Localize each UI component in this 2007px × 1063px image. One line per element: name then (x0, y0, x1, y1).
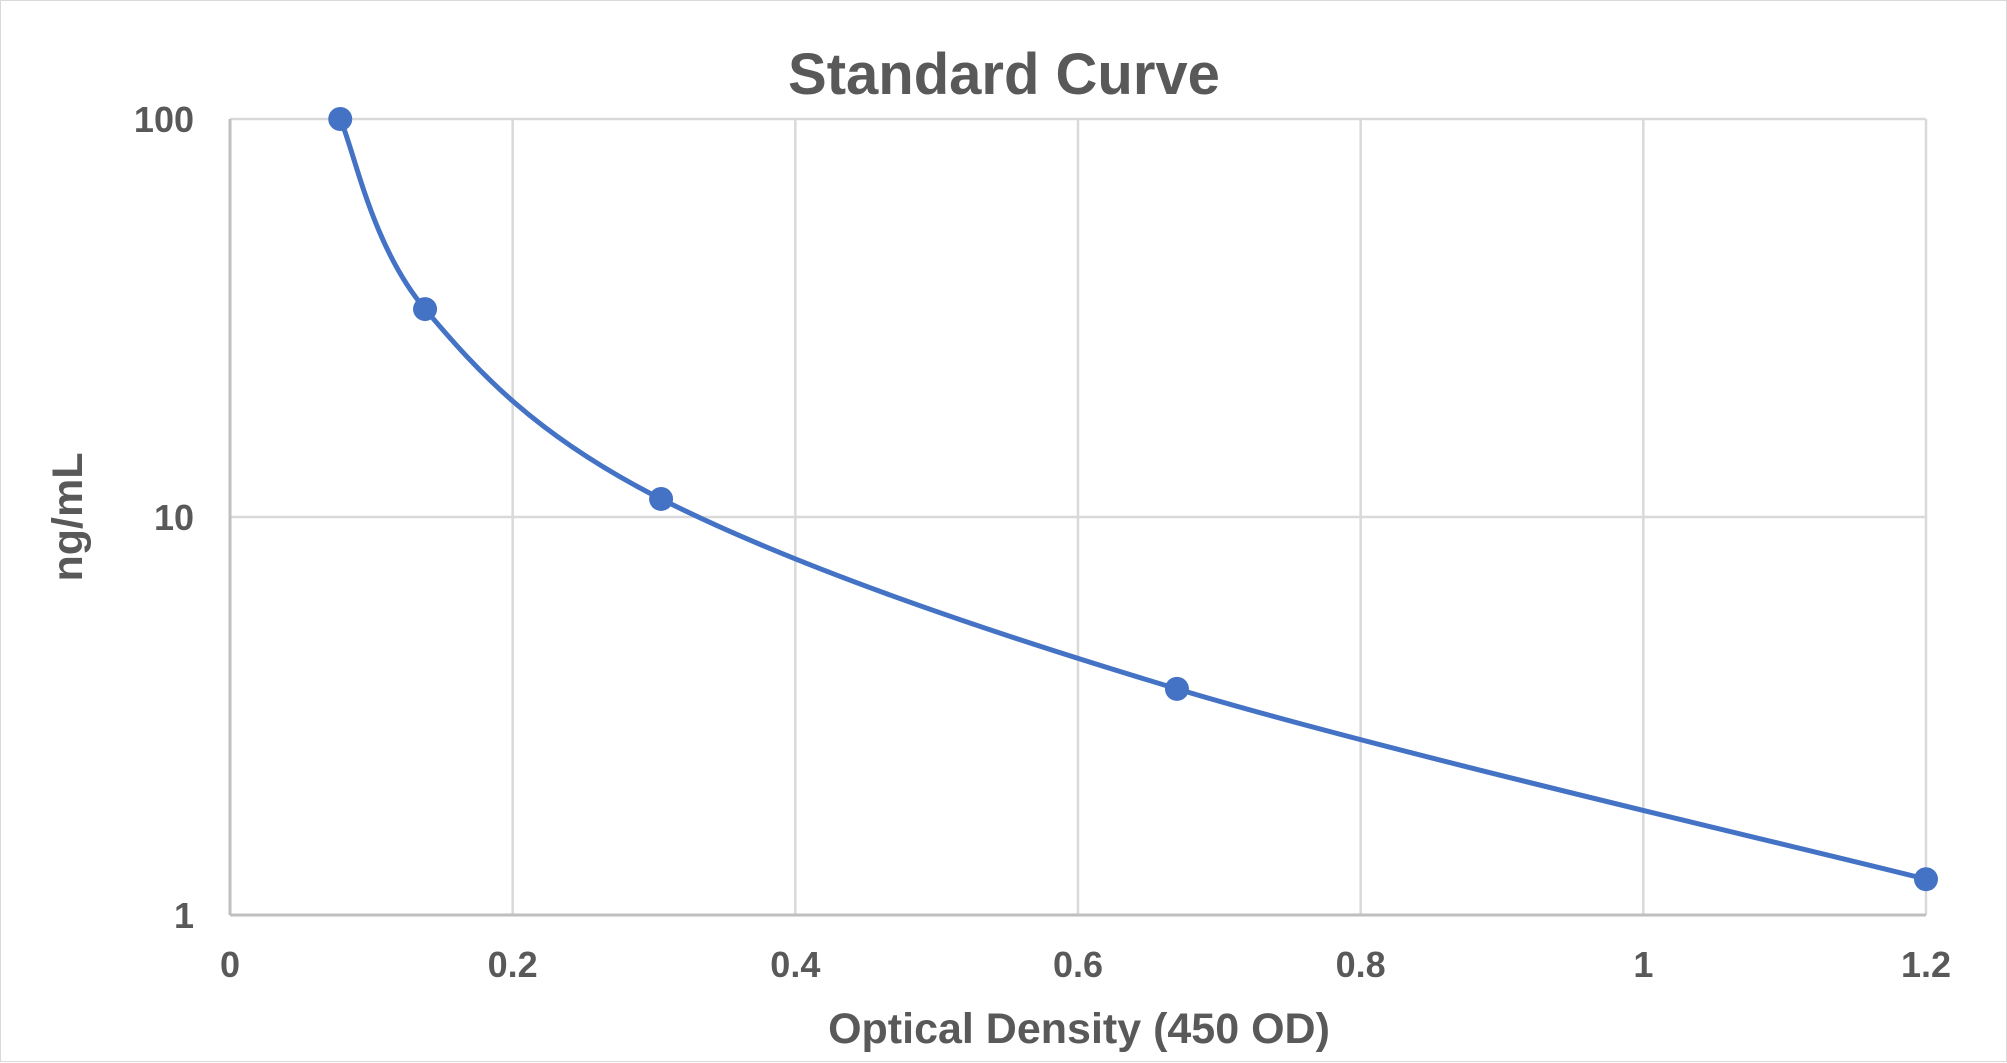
y-tick-label: 1 (174, 895, 194, 936)
x-tick-label: 1 (1633, 944, 1653, 985)
axes: 0 0.2 0.4 0.6 0.8 1 1.2 1 10 100 (134, 99, 1951, 985)
data-point (328, 107, 353, 131)
y-tick-label: 100 (134, 99, 194, 140)
x-tick-label: 0 (220, 944, 240, 985)
data-point (649, 486, 674, 511)
x-tick-label: 0.2 (488, 944, 538, 985)
y-axis-title: ng/mL (44, 453, 92, 582)
y-tick-label: 10 (154, 497, 194, 538)
x-tick-label: 0.8 (1336, 944, 1386, 985)
series-line (337, 116, 1929, 882)
x-tick-label: 1.2 (1901, 944, 1951, 985)
x-axis-title: Optical Density (450 OD) (828, 1005, 1330, 1053)
x-tick-label: 0.4 (770, 944, 820, 985)
series-layer (328, 107, 1938, 892)
data-point (1914, 867, 1938, 892)
gridlines (230, 117, 1928, 915)
chart-title: Standard Curve (788, 42, 1220, 107)
x-tick-label: 0.6 (1053, 944, 1103, 985)
data-point (1164, 676, 1189, 701)
data-point (413, 297, 438, 322)
